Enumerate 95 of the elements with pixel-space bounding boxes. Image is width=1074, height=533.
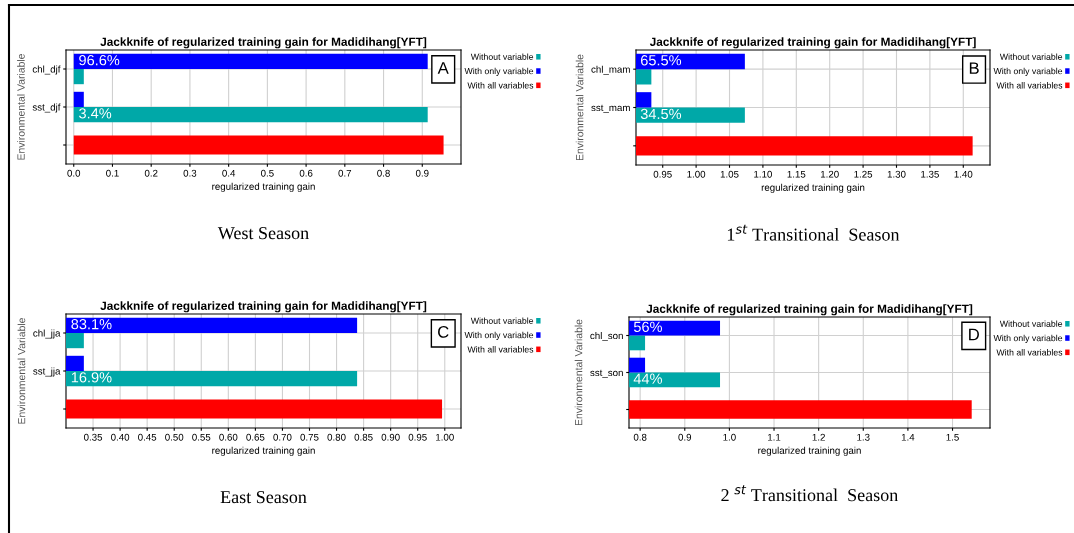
x-tick-label: 0.60 xyxy=(219,433,238,441)
legend-label: With only variable xyxy=(993,334,1063,343)
x-tick-label: 1.30 xyxy=(887,170,906,178)
legend-label: With all variables xyxy=(467,82,534,89)
x-tick-label: 1.00 xyxy=(436,433,454,441)
x-tick-label: 0.35 xyxy=(83,433,103,441)
x-tick-label: 1.3 xyxy=(857,433,870,441)
x-tick-label: 0.3 xyxy=(183,169,197,177)
y-tick-label: sst_djf xyxy=(32,103,61,113)
y-tick-label: chl_son xyxy=(590,331,623,341)
annotation: 16.9% xyxy=(71,372,112,383)
legend-label: Without variable xyxy=(470,53,534,60)
bar xyxy=(73,107,428,123)
annotation: 96.6% xyxy=(79,54,120,66)
y-tick-label: chl_mam xyxy=(591,65,630,75)
annotation: A xyxy=(437,62,449,74)
chart-title: Jackknife of regularized training gain for Madidihang[YFT] xyxy=(100,301,427,313)
legend-label: Without variable xyxy=(999,320,1063,327)
x-tick-label: 0.0 xyxy=(67,169,81,177)
x-tick-label: 0.90 xyxy=(381,433,400,441)
chart-title: Jackknife of regularized training gain for Madidihang[YFT] xyxy=(646,304,973,316)
y-tick-label: chl_djf xyxy=(32,65,61,75)
x-tick-label: 0.8 xyxy=(377,169,390,177)
x-tick-label: 1.4 xyxy=(901,433,915,441)
x-tick-label: 1.10 xyxy=(754,170,772,178)
legend-label: With all variables xyxy=(996,82,1063,89)
annotation: 3.4% xyxy=(79,108,112,119)
x-axis-title: regularized training gain xyxy=(758,446,861,456)
legend-label: Without variable xyxy=(470,317,534,324)
x-tick-label: 0.5 xyxy=(261,169,274,177)
annotation: D xyxy=(969,328,979,341)
y-axis-title: Environmental Variable xyxy=(17,54,25,160)
x-tick-label: 1.20 xyxy=(820,170,839,178)
y-axis-title: Environmental Variable xyxy=(575,54,584,161)
x-tick-label: 1.00 xyxy=(687,170,706,178)
annotation: 44% xyxy=(633,373,662,384)
x-tick-label: 1.25 xyxy=(854,170,873,178)
x-tick-label: 1.1 xyxy=(768,433,781,441)
legend-label: With only variable xyxy=(464,331,534,340)
x-tick-label: 0.8 xyxy=(633,433,647,441)
bar xyxy=(73,135,444,155)
legend-label: With all variables xyxy=(996,349,1063,356)
x-tick-label: 0.7 xyxy=(338,169,352,177)
bar xyxy=(73,53,428,69)
text: East Season xyxy=(220,491,307,504)
x-tick-label: 0.4 xyxy=(222,169,236,177)
x-tick-label: 0.1 xyxy=(106,169,119,177)
x-tick-label: 0.45 xyxy=(138,433,157,441)
annotation: 65.5% xyxy=(640,55,682,66)
legend-label: With only variable xyxy=(464,67,534,76)
annotation: C xyxy=(438,326,449,338)
y-tick-label: chl_jja xyxy=(33,329,61,339)
x-tick-label: 0.50 xyxy=(165,433,184,441)
bar xyxy=(73,69,84,85)
text: 1$^{st}$ Transitional Season xyxy=(727,224,900,241)
y-tick-label: sst_mam xyxy=(591,104,630,113)
y-tick-label: sst_son xyxy=(590,369,623,378)
x-tick-label: 1.35 xyxy=(921,170,939,178)
x-tick-label: 1.05 xyxy=(720,170,739,178)
x-tick-label: 0.75 xyxy=(300,433,319,441)
x-axis-title: regularized training gain xyxy=(212,182,315,192)
x-tick-label: 0.95 xyxy=(653,170,672,178)
x-tick-label: 0.65 xyxy=(246,433,265,441)
annotation: B xyxy=(969,62,979,74)
x-tick-label: 0.2 xyxy=(144,169,158,177)
x-tick-label: 0.9 xyxy=(415,169,429,177)
x-tick-label: 1.15 xyxy=(787,170,806,178)
x-tick-label: 1.0 xyxy=(723,433,736,441)
annotation: 34.5% xyxy=(640,108,682,120)
x-tick-label: 0.6 xyxy=(299,169,313,177)
x-tick-label: 0.9 xyxy=(678,433,692,441)
x-tick-label: 0.85 xyxy=(354,433,373,441)
legend-label: Without variable xyxy=(999,53,1063,60)
y-axis-title: Environmental Variable xyxy=(574,319,583,426)
text: 2 $^{st}$ Transitional Season xyxy=(721,485,898,502)
x-tick-label: 0.40 xyxy=(111,433,130,441)
x-tick-label: 0.55 xyxy=(192,433,211,441)
x-axis-title: regularized training gain xyxy=(212,446,315,456)
legend-label: With only variable xyxy=(993,67,1063,76)
x-tick-label: 0.80 xyxy=(327,433,346,441)
chart-title: Jackknife of regularized training gain for Madidihang[YFT] xyxy=(100,37,427,49)
y-axis-title: Environmental Variable xyxy=(17,318,26,424)
x-tick-label: 0.70 xyxy=(273,433,292,441)
x-tick-label: 1.40 xyxy=(954,170,973,178)
legend-label: With all variables xyxy=(467,346,534,353)
bar xyxy=(73,91,84,107)
chart-title: Jackknife of regularized training gain for Madidihang[YFT] xyxy=(649,37,976,49)
text: West Season xyxy=(217,227,309,240)
annotation: 83.1% xyxy=(71,318,112,330)
x-tick-label: 0.95 xyxy=(408,433,427,441)
x-axis-title: regularized training gain xyxy=(761,183,865,193)
x-tick-label: 1.5 xyxy=(946,433,959,441)
x-tick-label: 1.2 xyxy=(812,433,825,441)
annotation: 56% xyxy=(633,321,662,333)
y-tick-label: sst_jja xyxy=(33,367,61,377)
